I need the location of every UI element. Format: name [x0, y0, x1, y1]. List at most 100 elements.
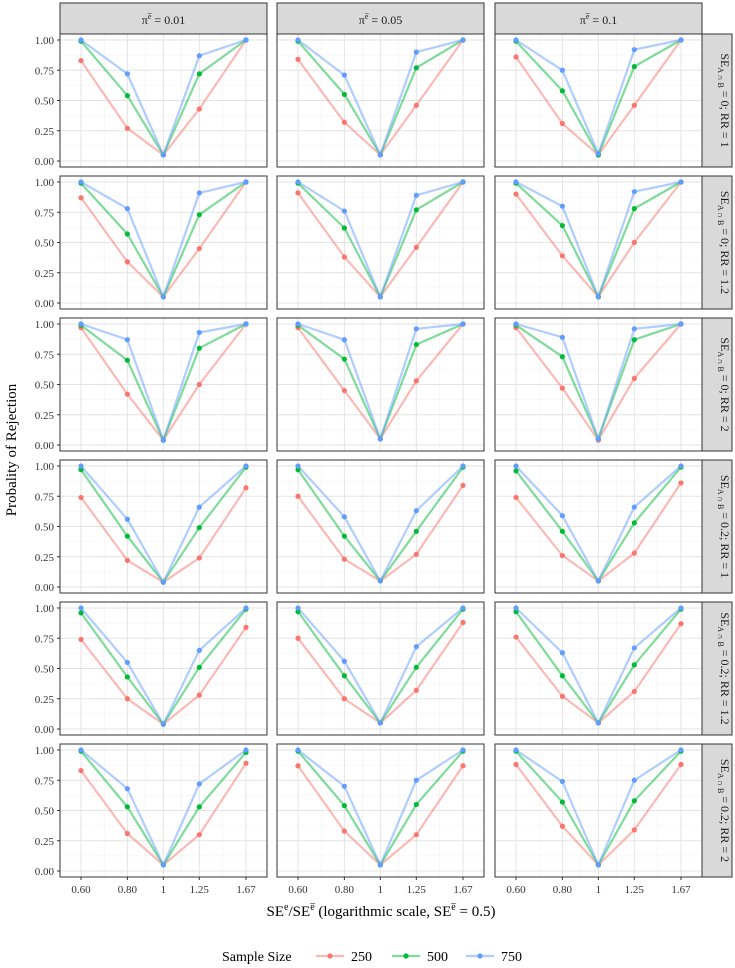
data-point-750 — [295, 463, 301, 469]
panel-r1-c3 — [494, 33, 703, 168]
data-point-250 — [295, 493, 301, 499]
data-point-500 — [196, 804, 202, 810]
panel-r1-c1 — [59, 33, 268, 168]
panel-r3-c2 — [276, 317, 485, 452]
data-point-750 — [124, 337, 130, 343]
panel-r4-c2 — [276, 459, 485, 594]
panel-r5-c2 — [276, 601, 485, 736]
data-point-750 — [513, 37, 519, 43]
x-tick-label: 1.25 — [190, 884, 210, 896]
data-point-500 — [295, 609, 301, 615]
data-point-750 — [595, 151, 601, 157]
data-point-750 — [413, 777, 419, 783]
data-point-250 — [513, 634, 519, 640]
facet-strip-row-2 — [701, 175, 733, 310]
x-tick-label: 1.25 — [407, 884, 427, 896]
data-point-750 — [160, 862, 166, 868]
data-point-250 — [678, 761, 684, 768]
facet-label-row-6: SEA ∩ B = 0.2; RR = 2 — [716, 759, 732, 862]
data-point-250 — [559, 552, 565, 559]
data-point-750 — [341, 72, 347, 78]
y-tick-label: 0.25 — [35, 552, 55, 564]
panel-r3-c1 — [59, 317, 268, 452]
panel-border — [494, 601, 703, 736]
data-point-250 — [243, 485, 249, 491]
data-point-500 — [559, 528, 565, 534]
y-tick-label: 1.00 — [35, 461, 55, 473]
x-tick-label: 1 — [378, 884, 384, 896]
y-tick-label: 0.75 — [35, 633, 55, 645]
panel-r5-c3 — [494, 601, 703, 736]
panel-r2-c1 — [59, 175, 268, 310]
data-point-250 — [631, 688, 637, 695]
data-point-250 — [124, 830, 130, 837]
legend-label-500: 500 — [427, 950, 448, 965]
data-point-500 — [631, 798, 637, 804]
data-point-750 — [595, 436, 601, 442]
x-tick-label: 0.80 — [118, 884, 138, 896]
panel-border — [276, 601, 485, 736]
data-point-750 — [243, 37, 249, 43]
y-tick-label: 0.50 — [35, 664, 55, 676]
data-point-500 — [559, 222, 565, 229]
data-point-750 — [377, 578, 383, 584]
data-point-250 — [196, 245, 202, 252]
panel-r2-c3 — [494, 175, 703, 310]
data-point-250 — [513, 761, 519, 768]
data-point-500 — [341, 673, 347, 679]
data-point-750 — [595, 294, 601, 300]
data-point-250 — [460, 763, 466, 769]
data-point-750 — [413, 508, 419, 514]
data-point-500 — [413, 207, 419, 213]
data-point-250 — [413, 551, 419, 557]
data-point-750 — [124, 71, 130, 77]
data-point-750 — [678, 463, 684, 469]
data-point-500 — [124, 231, 130, 237]
data-point-500 — [631, 662, 637, 668]
data-point-500 — [341, 803, 347, 809]
data-point-250 — [295, 635, 301, 641]
data-point-250 — [460, 619, 466, 626]
data-point-500 — [559, 673, 565, 679]
data-point-250 — [559, 693, 565, 699]
data-point-500 — [124, 804, 130, 810]
y-tick-label: 0.00 — [35, 298, 55, 310]
y-tick-label: 0.25 — [35, 410, 55, 422]
panel-r6-c2 — [276, 743, 485, 878]
y-axis-title: Probality of Rejection — [4, 383, 20, 516]
data-point-750 — [559, 513, 565, 519]
data-point-250 — [124, 125, 130, 131]
panel-r1-c2 — [276, 33, 485, 168]
data-point-750 — [631, 326, 637, 332]
data-point-750 — [631, 645, 637, 651]
facet-label-col-3: πe̅ = 0.1 — [580, 12, 617, 27]
data-point-250 — [196, 832, 202, 838]
panel-border — [276, 317, 485, 452]
y-tick-label: 1.00 — [35, 745, 55, 757]
data-point-750 — [413, 326, 419, 332]
data-point-750 — [631, 189, 637, 195]
y-tick-label: 1.00 — [35, 177, 55, 189]
data-point-750 — [413, 192, 419, 198]
facet-label-row-3: SEA ∩ B = 0; RR = 2 — [716, 337, 732, 431]
data-point-750 — [160, 721, 166, 727]
data-point-750 — [341, 337, 347, 343]
data-point-250 — [196, 692, 202, 698]
data-point-250 — [124, 696, 130, 702]
data-point-750 — [341, 783, 347, 789]
panel-r6-c1 — [59, 743, 268, 878]
data-point-250 — [78, 57, 84, 64]
data-point-750 — [377, 436, 383, 442]
data-point-750 — [78, 179, 84, 185]
data-point-500 — [513, 468, 519, 474]
y-tick-label: 1.00 — [35, 35, 55, 47]
data-point-750 — [413, 49, 419, 55]
data-point-500 — [78, 467, 84, 473]
data-point-500 — [559, 799, 565, 805]
y-tick-label: 0.75 — [35, 491, 55, 503]
x-tick-label: 1.67 — [453, 884, 473, 896]
y-tick-label: 0.00 — [35, 440, 55, 452]
data-point-250 — [341, 696, 347, 702]
data-point-750 — [460, 179, 466, 185]
data-point-500 — [513, 609, 519, 615]
